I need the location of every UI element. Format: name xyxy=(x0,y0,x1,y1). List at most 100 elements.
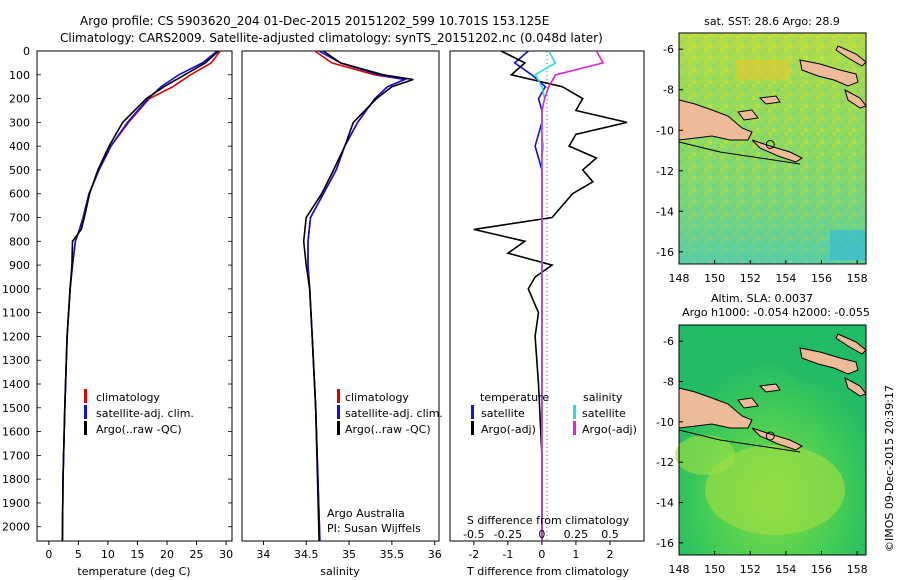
depth-tick-label: 1200 xyxy=(2,330,30,343)
sla-map-frame xyxy=(678,324,867,556)
sla-map-subtitle: Argo h1000: -0.054 h2000: -0.055 xyxy=(682,306,870,319)
s-tick-label: 0.5 xyxy=(601,528,619,541)
depth-tick-label: 100 xyxy=(9,69,30,82)
depth-tick-label: 1000 xyxy=(2,283,30,296)
salinity-x-label: salinity xyxy=(320,565,360,578)
salinity-x-ticks: 34 34.5 35 35.5 36 xyxy=(256,541,442,561)
land-louisiade xyxy=(751,427,803,451)
depth-tick-label: 500 xyxy=(9,164,30,177)
lat-tick-label: -12 xyxy=(656,456,674,469)
sst-map-frame xyxy=(678,32,867,265)
lon-tick-label: 148 xyxy=(669,563,690,576)
temperature-legend: climatology satellite-adj. clim. Argo(..… xyxy=(84,389,194,436)
header-line2: Climatology: CARS2009. Satellite-adjuste… xyxy=(60,31,603,45)
legend-label-t-satellite: satellite xyxy=(481,407,525,420)
depth-tick-label: 1900 xyxy=(2,497,30,510)
depth-tick-label: 1100 xyxy=(2,307,30,320)
lon-tick-label: 158 xyxy=(847,272,868,285)
x-tick-label: 35.5 xyxy=(380,548,405,561)
legend-swatch-s-argo xyxy=(573,421,576,435)
x-tick-label: 34 xyxy=(256,548,270,561)
series-line-t-argo-adj- xyxy=(473,50,628,541)
t-difference-label: T difference from climatology xyxy=(466,565,629,578)
s-difference-label: S difference from climatology xyxy=(467,514,630,527)
x-tick-label: 35 xyxy=(342,548,356,561)
x-tick-label: 20 xyxy=(160,548,174,561)
legend-label-argo: Argo(..raw -QC) xyxy=(345,423,431,436)
lat-tick-label: -16 xyxy=(656,537,674,550)
depth-tick-label: 1400 xyxy=(2,378,30,391)
x-tick-label: -1 xyxy=(502,548,513,561)
depth-tick-label: 0 xyxy=(23,45,30,58)
sla-map-ticks: 148 150 152 154 156 158 -6 -8 -10 -12 -14 -16 xyxy=(656,335,868,576)
x-tick-label: 25 xyxy=(190,548,204,561)
lon-tick-label: 150 xyxy=(704,563,725,576)
depth-tick-label: 700 xyxy=(9,212,30,225)
s-tick-label: -0.25 xyxy=(494,528,522,541)
legend-swatch-s-satellite xyxy=(573,405,576,419)
note-argo-australia: Argo Australia xyxy=(327,507,405,520)
lon-tick-label: 148 xyxy=(669,272,690,285)
coast-trench-line xyxy=(678,141,801,165)
legend-swatch-satellite-adj xyxy=(84,405,87,419)
land-new-ireland xyxy=(835,45,867,67)
depth-tick-label: 1500 xyxy=(2,402,30,415)
legend-swatch-argo xyxy=(84,421,87,435)
x-tick-label: 2 xyxy=(606,548,613,561)
lat-tick-label: -6 xyxy=(663,43,674,56)
temperature-x-label: temperature (deg C) xyxy=(77,565,190,578)
header-line1: Argo profile: CS 5903620_204 01-Dec-2015… xyxy=(80,14,549,28)
legend-label-s-satellite: satellite xyxy=(582,407,626,420)
legend-label-satellite-adj: satellite-adj. clim. xyxy=(96,407,194,420)
salinity-plot-frame xyxy=(241,50,440,542)
legend-swatch-climatology xyxy=(337,389,340,403)
lat-tick-label: -6 xyxy=(663,335,674,348)
land-dentrecasteaux xyxy=(737,397,759,409)
depth-tick-label: 600 xyxy=(9,188,30,201)
sla-high-blob xyxy=(705,445,845,535)
legend-label-argo: Argo(..raw -QC) xyxy=(96,423,182,436)
lat-tick-label: -10 xyxy=(656,416,674,429)
temperature-x-ticks: 0 5 10 15 20 25 30 xyxy=(45,541,233,561)
lat-tick-label: -16 xyxy=(656,246,674,259)
legend-swatch-t-argo xyxy=(471,421,474,435)
series-line-argo-raw-qc- xyxy=(302,50,414,542)
depth-y-ticks: 0 100 200 300 400 500 600 700 800 900 1000 1100 1200… xyxy=(2,45,644,534)
land-new-guinea-east xyxy=(678,99,753,141)
sla-map-title: Altim. SLA: 0.0037 xyxy=(711,292,813,305)
lat-tick-label: -8 xyxy=(663,84,674,97)
difference-t-ticks: -2 -1 0 1 2 xyxy=(468,541,613,561)
sst-map-panel: sat. SST: 28.6 Argo: 28.9 148 150 152 154 15… xyxy=(656,15,868,285)
land-new-guinea-east xyxy=(678,387,753,429)
sla-high-blob-2 xyxy=(675,435,735,475)
x-tick-label: 5 xyxy=(75,548,82,561)
x-tick-label: 0 xyxy=(45,548,52,561)
land-trobriand-islands xyxy=(758,383,781,393)
lat-tick-label: -14 xyxy=(656,205,674,218)
lon-tick-label: 150 xyxy=(704,272,725,285)
coast-trench-line xyxy=(678,429,801,453)
x-tick-label: 1 xyxy=(572,548,579,561)
s-tick-label: -0.5 xyxy=(463,528,484,541)
lon-tick-label: 152 xyxy=(740,272,761,285)
legend-label-t-argo: Argo(-adj) xyxy=(481,423,536,436)
depth-tick-label: 1600 xyxy=(2,426,30,439)
depth-tick-label: 800 xyxy=(9,235,30,248)
lon-tick-label: 154 xyxy=(775,272,796,285)
series-line-s-argo-adj- xyxy=(541,50,605,541)
imos-credit: ©IMOS 09-Dec-2015 20:39:17 xyxy=(883,385,896,552)
land-solomon xyxy=(844,88,867,109)
land-dentrecasteaux xyxy=(737,109,759,121)
legend-label-climatology: climatology xyxy=(345,391,409,404)
legend-title-salinity: salinity xyxy=(583,391,623,404)
legend-swatch-argo xyxy=(337,421,340,435)
sla-map-panel: Altim. SLA: 0.0037 Argo h1000: -0.054 h2… xyxy=(656,292,870,576)
x-tick-label: 10 xyxy=(101,548,115,561)
x-tick-label: 15 xyxy=(130,548,144,561)
lat-tick-label: -10 xyxy=(656,124,674,137)
land-new-britain xyxy=(799,347,859,375)
legend-swatch-climatology xyxy=(84,389,87,403)
land-new-ireland xyxy=(835,333,867,355)
salinity-panel: 34 34.5 35 35.5 36 salinity climatology sate… xyxy=(241,50,443,578)
